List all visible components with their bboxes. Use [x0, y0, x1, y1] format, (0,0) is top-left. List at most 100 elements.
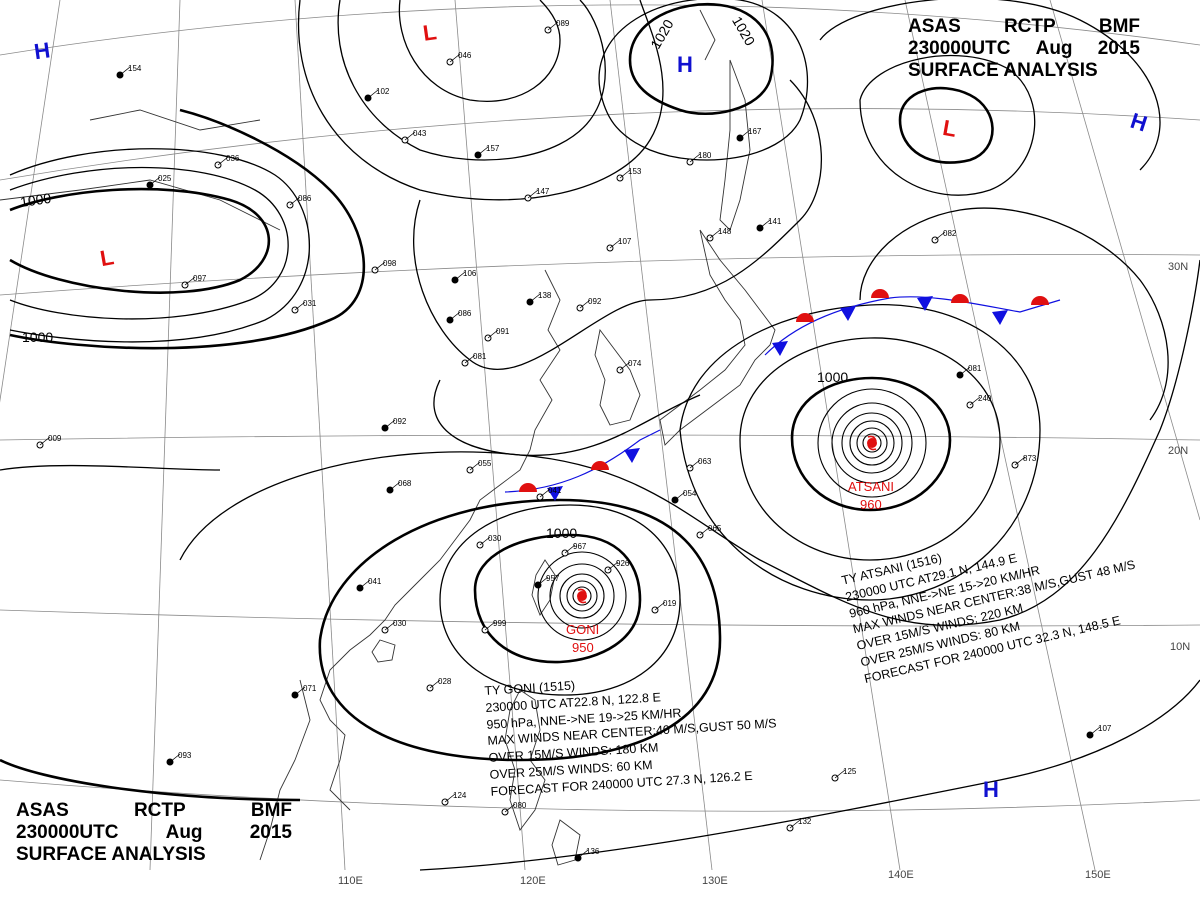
- front-symbols: [519, 289, 1049, 501]
- typhoon-atsani-symbol: ATSANI 960: [848, 435, 894, 512]
- wind-barb: [607, 561, 619, 571]
- longitude-label: 110E: [338, 875, 363, 887]
- station-pressure-label: 086: [458, 309, 472, 318]
- station-pressure-label: 031: [303, 299, 317, 308]
- station-pressure-label: 054: [683, 489, 697, 498]
- station-pressure-label: 132: [798, 817, 812, 826]
- station-pressure-label: 089: [556, 19, 570, 28]
- header-code: BMF: [250, 800, 292, 821]
- wind-barb: [217, 156, 229, 166]
- station-pressure-label: 097: [193, 274, 207, 283]
- wind-barb: [389, 481, 401, 491]
- station-pressure-label: 125: [843, 767, 857, 776]
- warm-front-symbol: [951, 294, 969, 303]
- wind-barb: [619, 361, 631, 371]
- wind-barb: [294, 301, 306, 311]
- station-pressure-label: 138: [538, 291, 552, 300]
- coastlines: [0, 9, 776, 866]
- station-pressure-label: 154: [128, 64, 142, 73]
- wind-barb: [539, 488, 551, 498]
- station-pressure-label: 019: [663, 599, 677, 608]
- station-pressure-label: 873: [1023, 454, 1037, 463]
- station-pressure-label: 043: [413, 129, 427, 138]
- wind-barb: [579, 299, 591, 309]
- warm-front-symbol: [519, 483, 537, 492]
- wind-barb: [1014, 456, 1026, 466]
- station-pressure-label: 036: [226, 154, 240, 163]
- pressure-centers: H L H L H L H: [32, 19, 1150, 802]
- wind-barb: [39, 436, 51, 446]
- typhoon-name-goni: GONI: [566, 622, 599, 637]
- header-office: RCTP: [133, 800, 186, 821]
- station-pressure-label: 240: [978, 394, 992, 403]
- high-center-h: H: [677, 52, 693, 77]
- wind-barb: [479, 536, 491, 546]
- isobar-label: 1000: [22, 329, 53, 345]
- station-pressure-label: 082: [943, 229, 957, 238]
- warm-front-symbol: [1031, 296, 1049, 305]
- wind-barb: [484, 621, 496, 631]
- wind-barb: [527, 189, 539, 199]
- station-pressure-label: 030: [393, 619, 407, 628]
- wind-barb: [469, 461, 481, 471]
- wind-barb: [444, 793, 456, 803]
- latitude-grid: [0, 4, 1200, 812]
- cold-front-symbol: [547, 486, 563, 501]
- wind-barb: [689, 153, 701, 163]
- station-pressure-label: 926: [616, 559, 630, 568]
- typhoon-pressure-atsani: 960: [860, 497, 882, 512]
- station-pressure-label: 107: [1098, 724, 1112, 733]
- station-pressure-label: 141: [768, 217, 782, 226]
- station-pressure-label: 046: [458, 51, 472, 60]
- station-pressure-label: 065: [708, 524, 722, 533]
- wind-barb: [529, 293, 541, 303]
- wind-barb: [759, 219, 771, 229]
- wind-barb: [1089, 726, 1101, 736]
- cold-front-symbol: [917, 296, 933, 311]
- station-pressure-label: 147: [536, 187, 550, 196]
- isobar-label: 1000: [19, 190, 52, 210]
- low-center-l: L: [98, 244, 116, 271]
- wind-barb: [449, 311, 461, 321]
- header-agency: ASAS: [908, 16, 961, 37]
- wind-barb: [429, 679, 441, 689]
- front-east: [764, 296, 1061, 356]
- high-center-h: H: [983, 777, 999, 802]
- wind-barb: [384, 621, 396, 631]
- wind-barb: [969, 396, 981, 406]
- station-pressure-label: 167: [748, 127, 762, 136]
- station-pressure-label: 148: [718, 227, 732, 236]
- station-pressure-label: 124: [453, 791, 467, 800]
- wind-barb: [359, 579, 371, 589]
- grid-labels: 110E 120E 130E 140E 150E 30N 20N 10N: [338, 261, 1190, 887]
- wind-barb: [739, 129, 751, 139]
- wind-barb: [564, 544, 576, 554]
- station-pressure-label: 068: [398, 479, 412, 488]
- station-pressure-label: 055: [478, 459, 492, 468]
- map-header-bottom: ASAS RCTP BMF 230000UTC Aug 2015 SURFACE…: [16, 800, 292, 866]
- wind-barb: [374, 261, 386, 271]
- high-center-h: H: [32, 37, 51, 64]
- header-time: 230000UTC: [16, 821, 119, 843]
- cold-front-symbol: [992, 310, 1008, 325]
- wind-barb: [619, 169, 631, 179]
- station-pressure-label: 107: [618, 237, 632, 246]
- header-code: BMF: [1098, 16, 1140, 37]
- typhoon-goni-info: TY GONI (1515) 230000 UTC AT22.8 N, 122.…: [484, 665, 780, 800]
- longitude-label: 120E: [520, 875, 546, 887]
- wind-barb: [537, 576, 549, 586]
- station-pressure-label: 106: [463, 269, 477, 278]
- station-pressure-label: 098: [383, 259, 397, 268]
- wind-barb: [449, 53, 461, 63]
- cold-front-symbol: [624, 448, 640, 463]
- wind-barb: [487, 329, 499, 339]
- latitude-label: 30N: [1168, 261, 1188, 273]
- wind-barb: [789, 819, 801, 829]
- wind-barb: [404, 131, 416, 141]
- header-month: Aug: [1035, 37, 1073, 59]
- wind-barb: [169, 753, 181, 763]
- cold-front-symbol: [772, 341, 788, 356]
- map-header-top: ASAS RCTP BMF 230000UTC Aug 2015 SURFACE…: [908, 16, 1140, 82]
- typhoon-name-atsani: ATSANI: [848, 479, 894, 494]
